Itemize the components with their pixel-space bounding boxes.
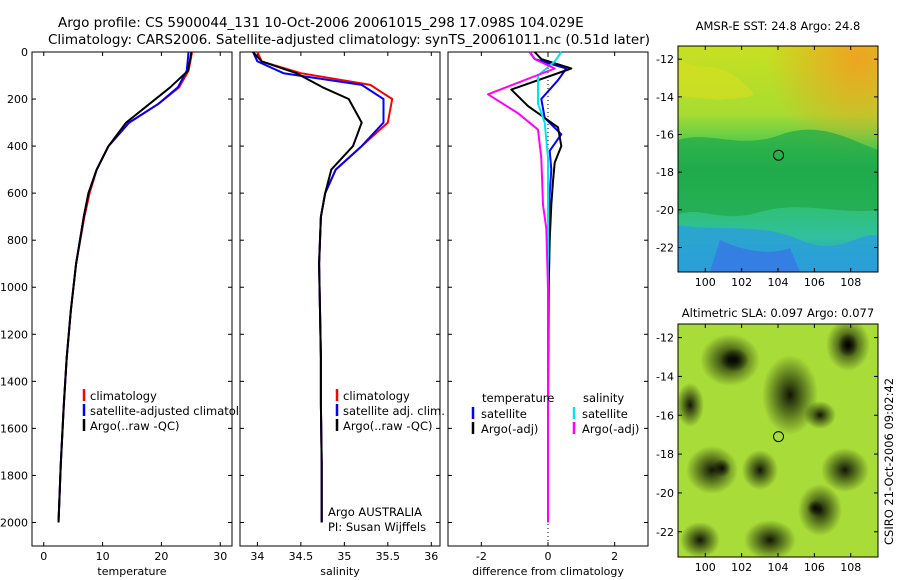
map-y-tick-label: -14 bbox=[656, 91, 674, 104]
map-x-tick-label: 102 bbox=[731, 561, 752, 574]
sla-heatmap-field bbox=[678, 324, 878, 557]
difference-profile-panel: -2 0 2 difference from climatology temperatu… bbox=[447, 51, 649, 578]
x-axis-label: salinity bbox=[320, 565, 360, 578]
x-tick-label: 34.5 bbox=[289, 550, 314, 563]
y-tick-label: 1400 bbox=[0, 375, 28, 388]
series-line bbox=[487, 51, 556, 523]
x-tick-label: -2 bbox=[476, 550, 487, 563]
x-tick-label: 35 bbox=[337, 550, 351, 563]
y-tick-label: 2000 bbox=[0, 516, 28, 529]
legend-label: satellite-adjusted climatology bbox=[90, 404, 260, 418]
map-x-tick-label: 106 bbox=[804, 561, 825, 574]
map-x-tick-label: 108 bbox=[840, 276, 861, 289]
y-tick-label: 1000 bbox=[0, 281, 28, 294]
map-y-tick-label: -18 bbox=[656, 166, 674, 179]
map-y-tick-label: -20 bbox=[656, 204, 674, 217]
x-tick-label: 34 bbox=[250, 550, 264, 563]
y-tick-label: 1200 bbox=[0, 328, 28, 341]
map-x-tick-label: 106 bbox=[804, 276, 825, 289]
map-y-tick-label: -12 bbox=[656, 332, 674, 345]
x-tick-label: 10 bbox=[96, 550, 110, 563]
map-y-tick-label: -16 bbox=[656, 409, 674, 422]
y-tick-label: 1600 bbox=[0, 422, 28, 435]
legend-label: climatology bbox=[90, 389, 157, 403]
figure-title-line1: Argo profile: CS 5900044_131 10-Oct-2006… bbox=[58, 15, 584, 31]
x-tick-label: 0 bbox=[40, 550, 47, 563]
legend-label: satellite adj. clim. bbox=[343, 404, 445, 418]
map-y-tick-label: -22 bbox=[656, 526, 674, 539]
map-y-tick-label: -12 bbox=[656, 53, 674, 66]
y-tick-label: 1800 bbox=[0, 469, 28, 482]
map-x-tick-label: 104 bbox=[768, 561, 789, 574]
x-tick-label: 30 bbox=[213, 550, 227, 563]
temperature-profile-panel: 0 10 20 30 0 200 400 600 800 1000 1200 1400 1600 1800… bbox=[0, 46, 260, 578]
side-timestamp-label: CSIRO 21-Oct-2006 09:02:42 bbox=[882, 378, 896, 545]
argo-location-marker bbox=[773, 149, 785, 161]
map-x-tick-label: 108 bbox=[840, 561, 861, 574]
credit-line2: PI: Susan Wijffels bbox=[328, 520, 426, 534]
plot-frame bbox=[31, 51, 233, 547]
map-x-tick-label: 104 bbox=[768, 276, 789, 289]
y-tick-label: 400 bbox=[7, 140, 28, 153]
map-y-tick-label: -16 bbox=[656, 129, 674, 142]
y-tick-label: 0 bbox=[21, 46, 28, 59]
x-tick-label: 36 bbox=[424, 550, 438, 563]
sst-heatmap-field bbox=[678, 46, 878, 272]
argo-location-marker bbox=[773, 431, 785, 443]
map-x-tick-label: 100 bbox=[695, 276, 716, 289]
y-tick-label: 600 bbox=[7, 187, 28, 200]
legend-heading-salinity: salinity bbox=[583, 391, 624, 405]
x-tick-label: 2 bbox=[611, 550, 618, 563]
y-tick-label: 800 bbox=[7, 234, 28, 247]
x-tick-label: 0 bbox=[545, 550, 552, 563]
legend-label: satellite bbox=[481, 407, 527, 421]
map-y-tick-label: -18 bbox=[656, 448, 674, 461]
legend-label: Argo(-adj) bbox=[582, 422, 639, 436]
map-x-tick-label: 100 bbox=[695, 561, 716, 574]
map-y-tick-label: -14 bbox=[656, 370, 674, 383]
legend-label: Argo(-adj) bbox=[481, 422, 538, 436]
legend-label: climatology bbox=[343, 389, 410, 403]
figure-title-line2: Climatology: CARS2006. Satellite-adjuste… bbox=[48, 32, 650, 48]
legend-label: Argo(..raw -QC) bbox=[343, 419, 433, 433]
y-tick-label: 200 bbox=[7, 93, 28, 106]
sst-map-panel: AMSR-E SST: 24.8 Argo: 24.8 100 102 104 106… bbox=[656, 19, 879, 289]
plot-frame bbox=[239, 51, 441, 547]
x-axis-label: temperature bbox=[97, 565, 166, 578]
map-y-tick-label: -20 bbox=[656, 487, 674, 500]
sla-map-title: Altimetric SLA: 0.097 Argo: 0.077 bbox=[682, 306, 874, 320]
map-y-tick-label: -22 bbox=[656, 242, 674, 255]
x-tick-label: 20 bbox=[154, 550, 168, 563]
sla-map-panel: Altimetric SLA: 0.097 Argo: 0.077 bbox=[656, 306, 879, 574]
map-x-tick-label: 102 bbox=[731, 276, 752, 289]
salinity-profile-panel: 34 34.5 35 35.5 36 salinity climatologysatelli… bbox=[239, 51, 445, 578]
sst-map-title: AMSR-E SST: 24.8 Argo: 24.8 bbox=[696, 19, 861, 33]
series-line bbox=[57, 51, 193, 523]
series-line bbox=[252, 51, 363, 523]
x-axis-label: difference from climatology bbox=[472, 565, 624, 578]
x-tick-label: 35.5 bbox=[376, 550, 401, 563]
credit-line1: Argo AUSTRALIA bbox=[328, 505, 422, 519]
legend-heading-temperature: temperature bbox=[482, 391, 554, 405]
legend-label: satellite bbox=[582, 407, 628, 421]
legend-label: Argo(..raw -QC) bbox=[90, 419, 180, 433]
